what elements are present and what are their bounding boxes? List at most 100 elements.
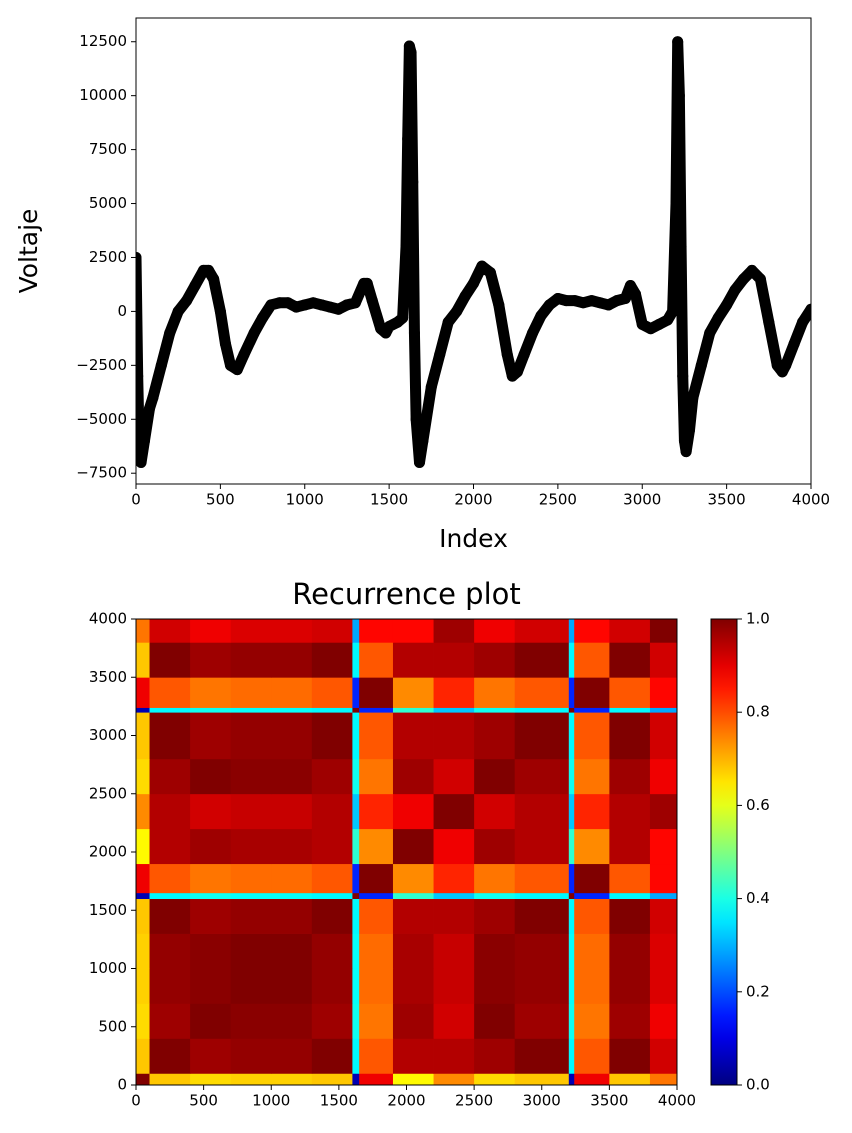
cell (649, 892, 678, 899)
cell (514, 677, 570, 708)
point (667, 305, 679, 317)
cell (149, 828, 191, 865)
cell (352, 968, 360, 1004)
colorbar-tick-label: 1.0 (746, 610, 770, 628)
cell (392, 1073, 434, 1086)
point (341, 299, 353, 311)
plot-frame (135, 17, 812, 485)
cell (514, 619, 570, 643)
cell (392, 642, 434, 678)
point (402, 133, 414, 145)
cell (352, 758, 360, 795)
point (265, 299, 277, 311)
x-tick-label: 500 (206, 491, 235, 509)
y-tick-label: 2500 (89, 248, 127, 266)
cell (271, 758, 313, 795)
cell (149, 898, 191, 934)
cell (392, 828, 434, 865)
cell (352, 933, 360, 969)
cell (230, 863, 272, 894)
x-tick-label: 4000 (792, 491, 830, 509)
cell (311, 642, 353, 678)
cell (649, 1038, 678, 1074)
point (569, 295, 581, 307)
cell (609, 968, 651, 1004)
point (763, 316, 775, 328)
cell (190, 863, 232, 894)
cell (474, 1073, 516, 1086)
cell (433, 828, 475, 865)
cell (311, 758, 353, 795)
cell (609, 1073, 651, 1086)
cell (311, 898, 353, 934)
cell (649, 642, 678, 678)
cell (392, 712, 434, 760)
cell (514, 968, 570, 1004)
x-tick-label: 0 (131, 1092, 141, 1110)
point (535, 310, 547, 322)
point (147, 392, 159, 404)
cell (609, 677, 651, 708)
cell (352, 1003, 360, 1039)
cell (574, 892, 610, 899)
cell (392, 863, 434, 894)
cell (136, 898, 150, 934)
cell (392, 968, 434, 1004)
cell (392, 793, 434, 830)
cell (230, 712, 272, 760)
cell (433, 707, 475, 713)
point (653, 318, 665, 330)
point (577, 297, 589, 309)
cell (574, 677, 610, 708)
plot-title: Recurrence plot (292, 577, 521, 611)
cell (230, 677, 272, 708)
y-tick-label: 12500 (79, 32, 127, 50)
cell (514, 642, 570, 678)
cell (352, 707, 360, 713)
point (181, 295, 193, 307)
cell (230, 707, 272, 713)
cell (311, 1073, 353, 1086)
cell (230, 642, 272, 678)
cell (474, 898, 516, 934)
point (417, 435, 429, 447)
cell (392, 707, 434, 713)
cell (433, 1073, 475, 1086)
cell (392, 1038, 434, 1074)
cell (190, 642, 232, 678)
cell (190, 1003, 232, 1039)
point (721, 299, 733, 311)
cell (392, 1003, 434, 1039)
cell (136, 619, 150, 643)
cell (230, 758, 272, 795)
point (349, 297, 361, 309)
cell (271, 619, 313, 643)
cell (649, 898, 678, 934)
cell (568, 892, 575, 899)
cell (609, 707, 651, 713)
point (189, 280, 201, 292)
point (299, 299, 311, 311)
point (493, 299, 505, 311)
cell (271, 892, 313, 899)
y-tick-label: −5000 (76, 410, 127, 428)
cell (149, 677, 191, 708)
cell (352, 1073, 360, 1086)
cell (311, 1038, 353, 1074)
y-tick-label: 5000 (89, 194, 127, 212)
cell (230, 933, 272, 969)
point (678, 435, 690, 447)
cell (149, 1038, 191, 1074)
point (397, 312, 409, 324)
colorbar-tick-label: 0.2 (746, 982, 770, 1000)
cell (359, 933, 394, 969)
cell (149, 1073, 191, 1086)
cell (574, 1038, 610, 1074)
x-tick-label: 0 (131, 491, 141, 509)
point (672, 36, 684, 48)
point (511, 366, 523, 378)
point (468, 277, 479, 289)
cell (474, 892, 516, 899)
cell (136, 677, 150, 708)
